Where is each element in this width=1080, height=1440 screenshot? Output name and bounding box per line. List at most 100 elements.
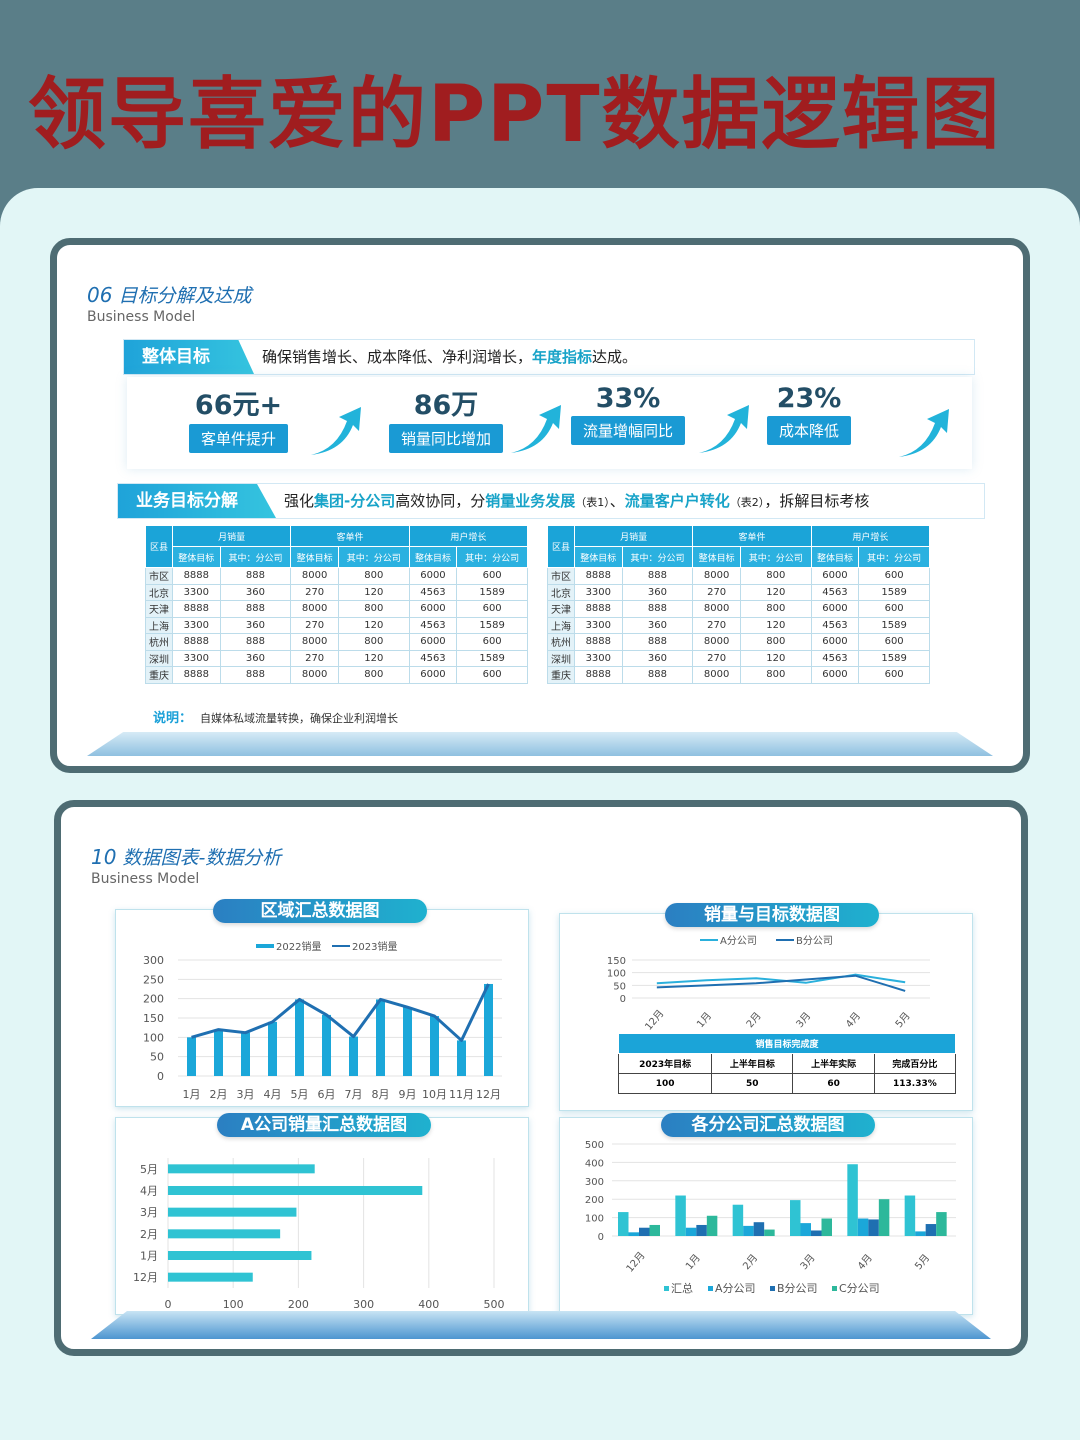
table-cell: 120 <box>337 583 410 601</box>
chart-card-sales-target: 0 50 100 150 12月 1月 2月 3月 4月 5月 A分公司 B分公司 销售目标完成度 20… <box>559 913 973 1111</box>
bar <box>696 1224 707 1236</box>
table-sub-header: 其中：分公司 <box>337 546 410 568</box>
bar <box>936 1212 947 1236</box>
table-cell: 8000 <box>290 666 339 684</box>
page-headline: 领导喜爱的PPT数据逻辑图 <box>28 70 1002 160</box>
table-row: 天津 8888 888 8000 800 6000 600 <box>547 600 930 618</box>
table-cell: 800 <box>337 600 410 618</box>
banner-text: 确保销售增长、成本降低、净利润增长，年度指标达成。 <box>262 348 638 366</box>
y-tick-label: 5月 <box>140 1163 158 1176</box>
bar <box>753 1222 765 1236</box>
chart-title-pill: 区域汇总数据图 <box>213 899 427 923</box>
bar <box>322 1014 331 1076</box>
slide-target-breakdown: 06 目标分解及达成 Business Model 整体目标 确保销售增长、成本降… <box>50 238 1030 773</box>
slide-subtitle: Business Model <box>87 309 196 325</box>
table-cell: 270 <box>290 583 339 601</box>
bar <box>628 1232 639 1236</box>
y-tick-label: 2月 <box>140 1228 158 1241</box>
bar <box>168 1229 281 1239</box>
bar <box>241 1032 250 1076</box>
table-group-header: 用户增长 <box>408 525 529 547</box>
table-cell: 北京 <box>145 583 173 601</box>
banner-tag: 整体目标 <box>124 340 254 374</box>
table-cell: 600 <box>456 567 528 585</box>
overall-goal-banner: 整体目标 确保销售增长、成本降低、净利润增长，年度指标达成。 <box>123 339 975 375</box>
legend-label: 2022销量 <box>276 940 321 953</box>
table-cell: 4563 <box>810 583 860 601</box>
x-tick-label: 12月 <box>643 1008 667 1033</box>
x-tick-label: 3月 <box>798 1252 818 1272</box>
table-cell: 8000 <box>692 633 741 651</box>
mini-table-value: 100 <box>617 1073 713 1094</box>
y-tick-label: 100 <box>143 1031 164 1044</box>
x-tick-label: 4月 <box>855 1252 875 1272</box>
kpi-label: 流量增幅同比 <box>571 416 686 445</box>
bar <box>915 1231 926 1236</box>
y-tick-label: 500 <box>585 1140 604 1151</box>
company-a-sales-chart: 0 100 200 300 400 500 5月 4月 3月 2月 1月 12月 <box>133 1158 505 1311</box>
x-tick-label: 5月 <box>291 1088 309 1101</box>
bar <box>168 1207 297 1217</box>
table-cell: 6000 <box>810 666 860 684</box>
table-cell: 1589 <box>456 583 528 601</box>
bar <box>295 999 304 1076</box>
table-row: 市区 8888 888 8000 800 6000 600 <box>547 567 930 585</box>
table-cell: 120 <box>739 616 812 634</box>
y-tick-label: 1月 <box>140 1250 158 1263</box>
table-row: 深圳 3300 360 270 120 4563 1589 <box>547 649 930 667</box>
y-tick-label: 3月 <box>140 1206 158 1219</box>
legend-label: 2023销量 <box>352 940 397 953</box>
kpi-label: 客单件提升 <box>189 424 289 453</box>
table-sub-header: 整体目标 <box>574 546 623 568</box>
bar <box>847 1164 858 1236</box>
bar <box>168 1272 253 1282</box>
y-tick-label: 0 <box>620 994 626 1005</box>
table-cell: 888 <box>219 666 292 684</box>
kpi-panel: 66元+ 客单件提升 86万 销量同比增加 33% 流量增幅同比 23% 成本降… <box>127 377 972 469</box>
table-cell: 4563 <box>810 616 860 634</box>
x-tick-label: 5月 <box>913 1252 933 1272</box>
bar <box>800 1223 811 1236</box>
table-cell: 600 <box>858 633 930 651</box>
y-tick-label: 0 <box>157 1070 164 1083</box>
table-sub-header: 整体目标 <box>172 546 221 568</box>
table-cell: 8000 <box>290 633 339 651</box>
table-cell: 6000 <box>408 633 458 651</box>
table-cell: 600 <box>456 666 528 684</box>
note: 说明： 自媒体私域流量转换，确保企业利润增长 <box>153 707 398 726</box>
bar <box>168 1164 315 1174</box>
table-row: 重庆 8888 888 8000 800 6000 600 <box>547 666 930 684</box>
table-cell: 杭州 <box>145 633 173 651</box>
table-cell: 360 <box>621 649 694 667</box>
table-cell: 1589 <box>858 616 930 634</box>
table-cell: 800 <box>337 567 410 585</box>
table-row: 市区 8888 888 8000 800 6000 600 <box>145 567 528 585</box>
table-cell: 3300 <box>172 583 221 601</box>
legend-swatch <box>664 1286 669 1291</box>
table-cell: 888 <box>621 633 694 651</box>
x-tick-label: 1月 <box>694 1010 714 1030</box>
y-tick-label: 50 <box>150 1051 164 1064</box>
table-cell: 8888 <box>574 666 623 684</box>
table-cell: 888 <box>621 666 694 684</box>
table-cell: 上海 <box>547 616 575 634</box>
table-row: 北京 3300 360 270 120 4563 1589 <box>145 583 528 601</box>
y-tick-label: 300 <box>585 1177 604 1188</box>
chart-card-branches: 0 100 200 300 400 500 12月 1月 2月 3月 4月 5月 汇总 A分公司 B分公司 C… <box>559 1117 973 1315</box>
table-cell: 120 <box>739 649 812 667</box>
legend-swatch <box>708 1286 713 1291</box>
table-group-header: 用户增长 <box>810 525 931 547</box>
table-cell: 270 <box>692 583 741 601</box>
legend-swatch <box>832 1286 837 1291</box>
table-cell: 6000 <box>408 666 458 684</box>
table-cell: 4563 <box>810 649 860 667</box>
y-tick-label: 300 <box>143 954 164 967</box>
table-cell: 120 <box>739 583 812 601</box>
bar <box>821 1218 832 1236</box>
table-cell: 8000 <box>290 567 339 585</box>
table-cell: 270 <box>290 649 339 667</box>
bar <box>214 1029 223 1076</box>
kpi-item: 33% 流量增幅同比 <box>571 383 686 445</box>
